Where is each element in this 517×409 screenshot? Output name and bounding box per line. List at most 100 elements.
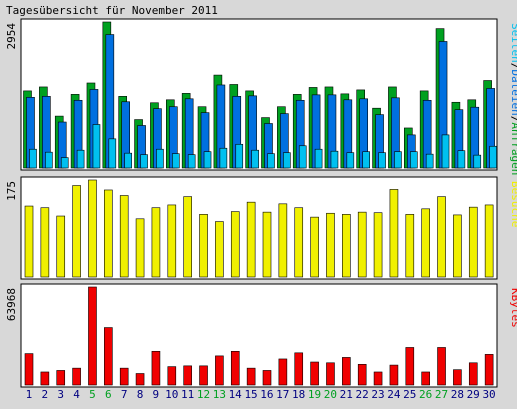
x-tick-label-day-13: 13 bbox=[213, 388, 226, 401]
bar-pages-day-30 bbox=[489, 145, 497, 169]
bar-visits-day-18 bbox=[294, 207, 304, 278]
bar-kbytes-day-8 bbox=[135, 373, 145, 386]
bar-kbytes-day-20 bbox=[326, 362, 335, 386]
bar-visits-day-26 bbox=[421, 208, 430, 278]
bar-visits-day-22 bbox=[357, 211, 367, 278]
x-tick-label-day-21: 21 bbox=[340, 388, 353, 401]
bar-kbytes-day-12 bbox=[199, 365, 208, 386]
bar-pages-day-9 bbox=[156, 148, 164, 169]
plot-area-visits bbox=[20, 176, 498, 280]
max-label-requests: 2954 bbox=[5, 23, 18, 50]
bar-kbytes-day-29 bbox=[468, 362, 478, 386]
bar-visits-day-5 bbox=[88, 179, 97, 278]
bar-pages-day-15 bbox=[251, 149, 259, 169]
bar-visits-day-25 bbox=[405, 214, 415, 278]
bar-visits-day-4 bbox=[72, 185, 81, 278]
legend-sep2: / bbox=[509, 116, 517, 123]
bar-visits-day-24 bbox=[389, 189, 399, 278]
bar-visits-day-2 bbox=[40, 207, 50, 278]
bar-pages-day-18 bbox=[298, 145, 307, 169]
x-tick-label-day-17: 17 bbox=[276, 388, 289, 401]
x-tick-label-day-14: 14 bbox=[229, 388, 243, 401]
x-tick-label-day-1: 1 bbox=[26, 388, 33, 401]
panel-kbytes: 63968 KBytes bbox=[5, 283, 517, 388]
bar-visits-day-20 bbox=[326, 212, 335, 278]
bar-pages-day-20 bbox=[330, 150, 339, 169]
bar-kbytes-day-10 bbox=[167, 366, 177, 386]
bar-visits-day-7 bbox=[119, 195, 129, 278]
panel-requests: 2954 Seiten/Dateien/Anfragen bbox=[5, 18, 517, 175]
bar-pages-day-25 bbox=[409, 151, 418, 169]
bar-visits-day-23 bbox=[373, 212, 383, 278]
bar-kbytes-day-16 bbox=[262, 370, 272, 386]
bar-kbytes-day-15 bbox=[246, 367, 256, 386]
max-label-visits: 175 bbox=[5, 181, 18, 201]
bar-visits-day-28 bbox=[453, 214, 462, 278]
bar-kbytes-day-21 bbox=[342, 357, 351, 386]
x-tick-label-day-6: 6 bbox=[105, 388, 112, 401]
x-tick-label-day-7: 7 bbox=[121, 388, 128, 401]
bar-kbytes-day-2 bbox=[40, 371, 50, 386]
legend-requests: Seiten/Dateien/Anfragen bbox=[509, 23, 517, 175]
bar-pages-day-19 bbox=[314, 148, 323, 169]
bar-kbytes-day-9 bbox=[151, 350, 161, 386]
bar-pages-day-16 bbox=[267, 153, 275, 169]
x-tick-label-day-10: 10 bbox=[165, 388, 178, 401]
bar-visits-day-3 bbox=[56, 215, 66, 278]
x-tick-label-day-12: 12 bbox=[197, 388, 210, 401]
bar-kbytes-day-13 bbox=[215, 355, 224, 386]
x-tick-label-day-4: 4 bbox=[73, 388, 80, 401]
x-tick-label-day-9: 9 bbox=[153, 388, 160, 401]
panel-visits: 175 Besuche bbox=[5, 176, 517, 280]
bar-visits-day-16 bbox=[262, 211, 272, 278]
x-tick-label-day-16: 16 bbox=[260, 388, 273, 401]
bar-visits-day-19 bbox=[310, 216, 319, 278]
x-tick-label-day-23: 23 bbox=[371, 388, 384, 401]
bar-visits-day-14 bbox=[230, 211, 240, 278]
bar-kbytes-day-1 bbox=[24, 353, 34, 386]
x-tick-label-day-19: 19 bbox=[308, 388, 321, 401]
bar-pages-day-12 bbox=[203, 151, 212, 169]
bar-pages-day-23 bbox=[378, 152, 386, 169]
bar-pages-day-24 bbox=[394, 151, 402, 169]
bar-pages-day-1 bbox=[29, 148, 37, 169]
bar-visits-day-15 bbox=[246, 201, 256, 278]
chart-title: Tagesübersicht für November 2011 bbox=[6, 4, 218, 17]
bar-kbytes-day-24 bbox=[389, 364, 399, 386]
plot-area-requests bbox=[20, 18, 498, 171]
bar-pages-day-3 bbox=[60, 157, 69, 169]
bar-pages-day-8 bbox=[140, 154, 148, 169]
bar-visits-day-11 bbox=[183, 196, 192, 278]
bar-kbytes-day-11 bbox=[183, 365, 192, 386]
bar-kbytes-day-26 bbox=[421, 371, 430, 386]
x-tick-label-day-20: 20 bbox=[324, 388, 337, 401]
bar-kbytes-day-27 bbox=[437, 347, 446, 386]
x-tick-label-day-8: 8 bbox=[137, 388, 144, 401]
x-tick-label-day-3: 3 bbox=[57, 388, 64, 401]
x-tick-label-day-5: 5 bbox=[89, 388, 96, 401]
x-tick-label-day-30: 30 bbox=[482, 388, 495, 401]
x-tick-label-day-24: 24 bbox=[387, 388, 401, 401]
bar-visits-day-17 bbox=[278, 203, 288, 278]
bar-kbytes-day-28 bbox=[453, 369, 462, 386]
bar-visits-day-1 bbox=[24, 205, 34, 278]
bar-kbytes-day-6 bbox=[104, 327, 113, 386]
bar-pages-day-4 bbox=[76, 149, 85, 169]
legend-hits: Anfragen bbox=[509, 122, 517, 175]
bar-pages-day-11 bbox=[187, 154, 196, 169]
legend-files: Dateien bbox=[509, 69, 517, 115]
max-label-kbytes: 63968 bbox=[5, 288, 18, 321]
legend-kbytes: KBytes bbox=[509, 288, 517, 328]
bar-kbytes-day-5 bbox=[88, 286, 97, 386]
bar-visits-day-27 bbox=[437, 196, 446, 278]
bar-kbytes-day-3 bbox=[56, 370, 66, 386]
x-tick-label-day-25: 25 bbox=[403, 388, 416, 401]
bar-pages-day-22 bbox=[362, 151, 371, 169]
bar-pages-day-7 bbox=[124, 152, 132, 169]
x-tick-label-day-11: 11 bbox=[181, 388, 194, 401]
bar-pages-day-2 bbox=[45, 151, 53, 169]
x-tick-label-day-15: 15 bbox=[244, 388, 257, 401]
bar-visits-day-29 bbox=[468, 206, 478, 278]
